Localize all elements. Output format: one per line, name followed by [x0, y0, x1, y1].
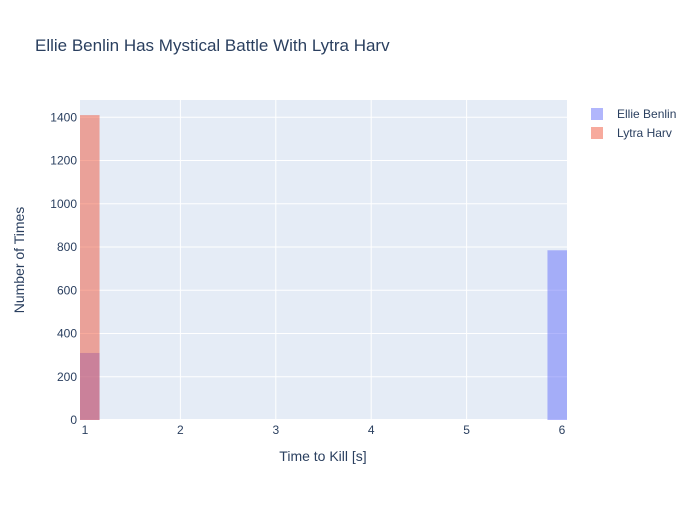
- y-tick-label: 400: [57, 327, 77, 341]
- legend-swatch: [591, 127, 603, 139]
- y-axis-ticks: 0 200 400 600 800 1000 1200 1400: [50, 110, 77, 427]
- bar-lytra-harv[interactable]: [80, 115, 100, 420]
- x-tick-label: 3: [272, 423, 279, 437]
- legend[interactable]: Ellie Benlin Lytra Harv: [591, 107, 676, 140]
- x-axis-title: Time to Kill [s]: [279, 448, 366, 464]
- bar-ellie-benlin[interactable]: [547, 250, 567, 420]
- x-tick-label: 6: [559, 423, 566, 437]
- y-tick-label: 1400: [50, 110, 77, 124]
- plot-area: [80, 100, 567, 420]
- x-axis-ticks: 1 2 3 4 5 6: [82, 423, 566, 437]
- legend-swatch: [591, 108, 603, 120]
- x-tick-label: 5: [463, 423, 470, 437]
- x-tick-label: 1: [82, 423, 89, 437]
- y-tick-label: 1000: [50, 197, 77, 211]
- legend-label: Lytra Harv: [617, 126, 672, 140]
- legend-item-ellie-benlin[interactable]: Ellie Benlin: [591, 107, 676, 121]
- gridlines: [80, 100, 567, 421]
- y-axis-title: Number of Times: [11, 207, 27, 314]
- y-tick-label: 600: [57, 283, 77, 297]
- y-tick-label: 200: [57, 370, 77, 384]
- x-tick-label: 4: [368, 423, 375, 437]
- legend-item-lytra-harv[interactable]: Lytra Harv: [591, 126, 672, 140]
- chart-title: Ellie Benlin Has Mystical Battle With Ly…: [35, 36, 390, 55]
- y-tick-label: 0: [70, 413, 77, 427]
- y-tick-label: 1200: [50, 154, 77, 168]
- legend-label: Ellie Benlin: [617, 107, 676, 121]
- bars[interactable]: [80, 115, 567, 420]
- x-tick-label: 2: [177, 423, 184, 437]
- y-tick-label: 800: [57, 240, 77, 254]
